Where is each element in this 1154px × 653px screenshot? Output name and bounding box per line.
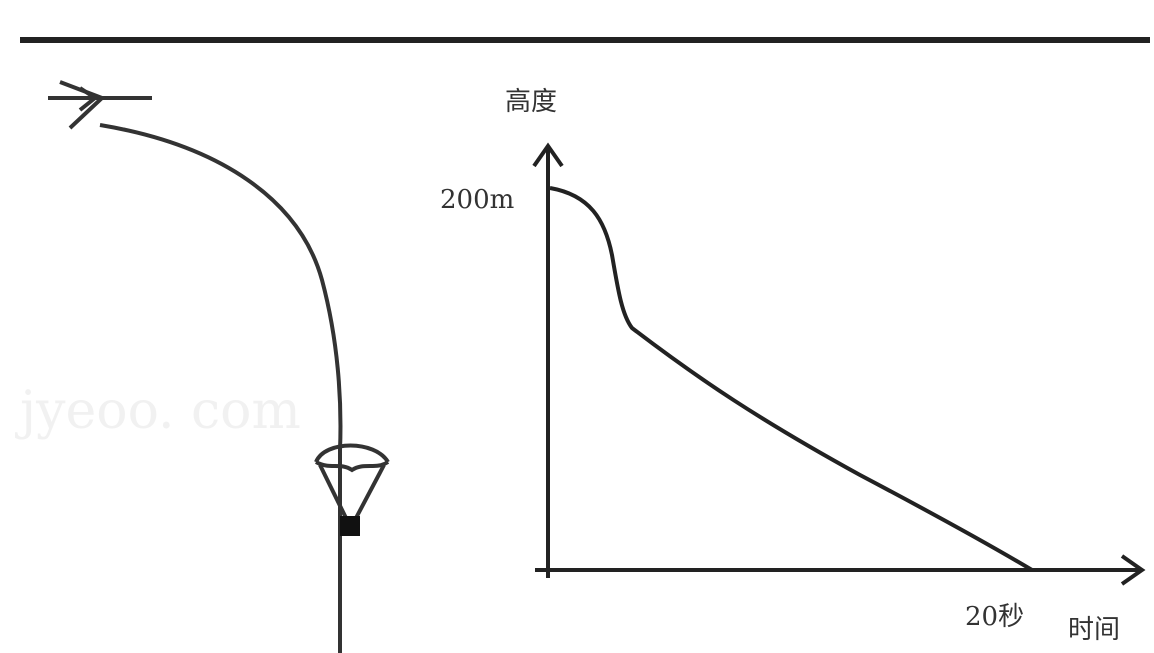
y-axis-label: 高度 <box>505 87 557 117</box>
y-max-label: 200m <box>440 185 514 215</box>
background <box>0 0 1154 653</box>
watermark: jyeoo. com <box>15 381 301 441</box>
payload <box>340 516 360 536</box>
x-max-label: 20秒 <box>965 602 1024 632</box>
diagram: jyeoo. com 高度 200m 20秒 时间 <box>0 0 1154 653</box>
x-axis-label: 时间 <box>1068 615 1120 645</box>
